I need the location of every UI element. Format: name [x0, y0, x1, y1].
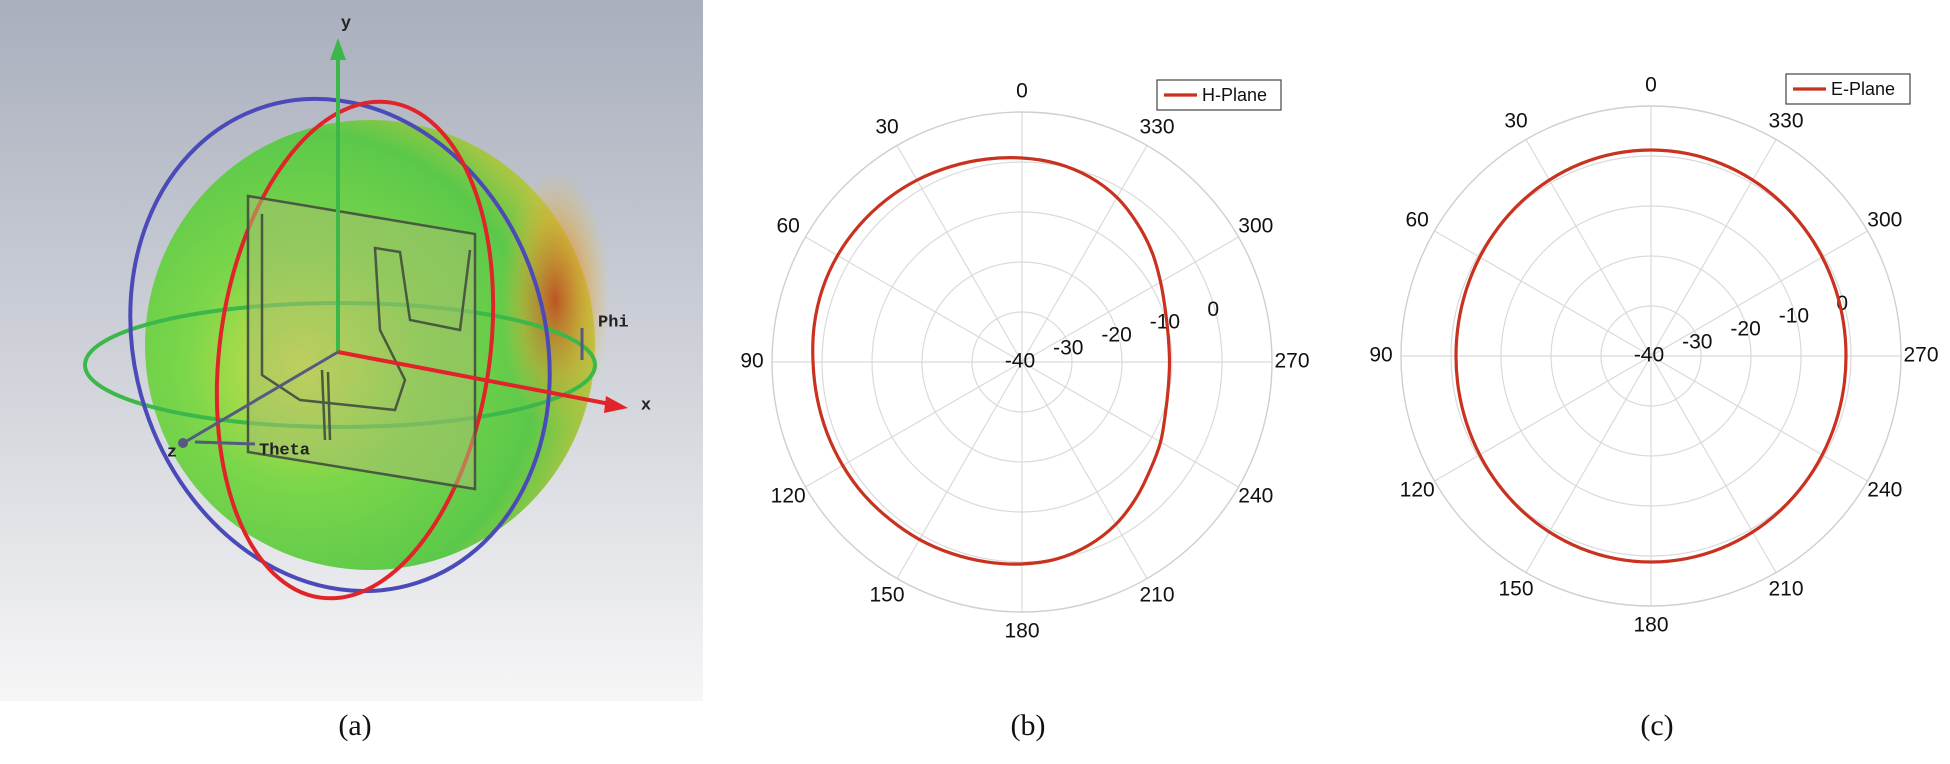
theta-arrow: [194, 440, 256, 446]
theta-tick-label: 270: [1903, 344, 1938, 367]
theta-tick-label: 90: [740, 350, 763, 373]
theta-tick-label: 240: [1867, 479, 1902, 502]
x-arrow-head: [604, 396, 628, 413]
outer-ring: [771, 111, 1273, 613]
legend-label: H-Plane: [1202, 85, 1267, 105]
grid-spoke: [1525, 139, 1652, 357]
theta-tick-label: 0: [1016, 80, 1028, 103]
r-tick-label: -10: [1150, 311, 1180, 334]
r-tick-label: -20: [1730, 318, 1760, 341]
r-tick-label: -30: [1682, 331, 1712, 354]
grid-spoke: [1650, 355, 1868, 482]
theta-tick-label: 270: [1274, 350, 1309, 373]
antenna: [246, 194, 477, 491]
polar-chart: 0 30 60 90 120 150 180 210 240 270 300 330 -40 -30 -20…: [740, 79, 1310, 742]
r-tick-label: -20: [1101, 324, 1131, 347]
theta-tick-label: 60: [776, 215, 799, 238]
r-tick-label: -40: [1634, 344, 1664, 367]
x-axis-arrow: [337, 350, 611, 406]
grid-spoke: [896, 361, 1023, 579]
axis-label: Phi: [598, 313, 629, 332]
caption: (a): [338, 709, 371, 742]
panel-a: y x z Phi Theta: [0, 0, 703, 701]
hot-region: [500, 170, 610, 430]
axis-label: x: [641, 396, 651, 415]
y-arrow-head: [330, 38, 346, 60]
theta-tick-label: 330: [1768, 110, 1803, 133]
theta-tick-label: 300: [1867, 209, 1902, 232]
theta-tick-label: 90: [1369, 344, 1392, 367]
r-tick-label: -10: [1779, 305, 1809, 328]
grid-spoke: [1021, 361, 1148, 579]
theta-tick-label: 120: [1400, 479, 1435, 502]
theta-tick-label: 240: [1238, 485, 1273, 508]
grid-spoke: [1650, 139, 1777, 357]
theta-ring: [128, 96, 552, 594]
axis-label: Theta: [259, 441, 310, 460]
r-tick-label: 0: [1836, 292, 1848, 315]
theta-tick-label: 0: [1645, 74, 1657, 97]
pattern-line: [811, 156, 1172, 566]
outer-ring: [1400, 105, 1902, 607]
theta-tick-label: 210: [1139, 583, 1174, 606]
theta-tick-label: 300: [1238, 215, 1273, 238]
grid-spoke: [1650, 355, 1777, 573]
z-axis-arrow: [184, 350, 339, 444]
caption: (c): [1640, 709, 1673, 742]
grid-spoke: [1525, 355, 1652, 573]
elevation-ring: [214, 99, 496, 601]
axis-label: z: [167, 443, 177, 462]
axis-label: y: [341, 14, 351, 33]
theta-tick-label: 180: [1004, 620, 1039, 643]
theta-tick-label: 120: [771, 485, 806, 508]
theta-tick-label: 210: [1768, 577, 1803, 600]
grid-spoke: [1021, 236, 1239, 363]
theta-tick-label: 330: [1139, 116, 1174, 139]
theta-tick-label: 150: [869, 583, 904, 606]
r-tick-label: -30: [1053, 337, 1083, 360]
z-arrow-head: [178, 438, 188, 448]
polar-chart: 0 30 60 90 120 150 180 210 240 270 300 330 -40 -30 -20…: [1369, 73, 1939, 742]
theta-tick-label: 30: [1504, 110, 1527, 133]
theta-tick-label: 180: [1633, 614, 1668, 637]
theta-tick-label: 30: [875, 116, 898, 139]
grid-spoke: [1021, 361, 1239, 488]
grid-spoke: [1650, 230, 1868, 357]
r-tick-label: 0: [1207, 298, 1219, 321]
theta-tick-label: 150: [1498, 577, 1533, 600]
theta-tick-label: 60: [1405, 209, 1428, 232]
pattern-line: [1454, 148, 1848, 564]
grid-spoke: [805, 236, 1023, 363]
grid-spoke: [896, 145, 1023, 363]
caption: (b): [1011, 709, 1046, 742]
grid-spoke: [1434, 230, 1652, 357]
grid-spoke: [1021, 145, 1148, 363]
grid-spoke: [1434, 355, 1652, 482]
legend-label: E-Plane: [1831, 79, 1895, 99]
r-tick-label: -40: [1005, 350, 1035, 373]
grid-spoke: [805, 361, 1023, 488]
